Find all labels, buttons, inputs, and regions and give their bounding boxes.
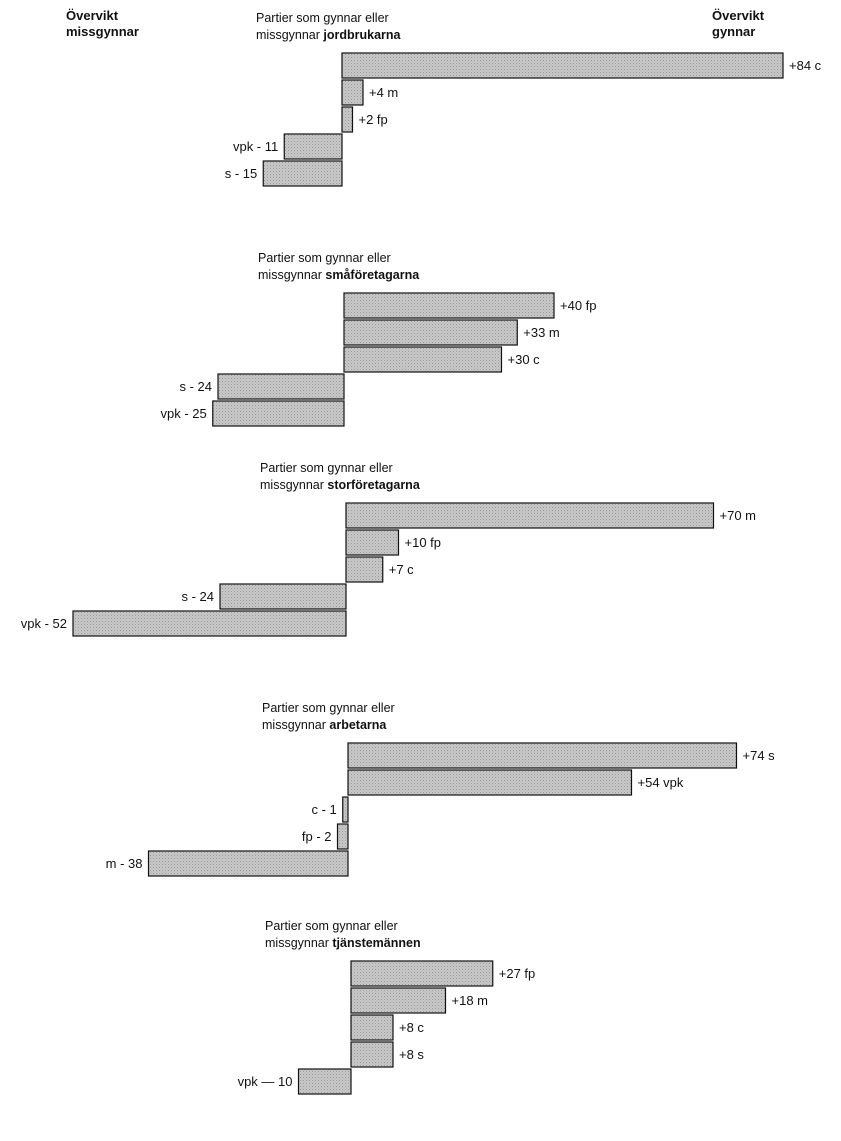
panel-title-line-1: Partier som gynnar eller: [256, 11, 389, 25]
right-heading-line-2: gynnar: [712, 24, 756, 39]
panel-arbetarna: Partier som gynnar eller missgynnar arbet…: [106, 701, 776, 877]
bar-label: s - 24: [181, 589, 214, 604]
panel-title-line-2: missgynnar småföretagarna: [258, 268, 420, 282]
bar-8-s: [350, 1041, 394, 1068]
panel-jordbrukarna: Partier som gynnar eller missgynnar jordb…: [225, 11, 822, 187]
bar-label: vpk - 52: [21, 616, 67, 631]
left-heading-line-1: Övervikt: [66, 8, 119, 23]
bar-label: +74 s: [743, 748, 776, 763]
bar-label: +2 fp: [359, 112, 388, 127]
panel-title-plain: missgynnar: [262, 718, 329, 732]
panel-title-bold: arbetarna: [329, 718, 387, 732]
bar-label: fp - 2: [302, 829, 332, 844]
bar-30-c: [343, 346, 503, 373]
bar-label: +33 m: [523, 325, 560, 340]
bar-s-24: [217, 373, 345, 400]
bar-label: s - 24: [179, 379, 212, 394]
bar-fp-2: [336, 823, 349, 850]
panel-title-line-1: Partier som gynnar eller: [260, 461, 393, 475]
panel-title-plain: missgynnar: [265, 936, 332, 950]
bar-54-vpk: [347, 769, 633, 796]
bar-label: s - 15: [225, 166, 258, 181]
panel-title-bold: jordbrukarna: [322, 28, 401, 42]
bar-33-m: [343, 319, 518, 346]
bar-m-38: [147, 850, 349, 877]
bar-label: +54 vpk: [638, 775, 684, 790]
bar-vpk-25: [212, 400, 345, 427]
bar-10-fp: [345, 529, 400, 556]
panel-storföretagarna: Partier som gynnar eller missgynnar storf…: [21, 461, 757, 637]
panel-tjänstemännen: Partier som gynnar eller missgynnar tjäns…: [238, 919, 536, 1095]
bar-label: +30 c: [508, 352, 541, 367]
left-axis-heading: Övervikt missgynnar: [66, 8, 139, 40]
panel-title-line-2: missgynnar arbetarna: [262, 718, 387, 732]
panel-title-bold: tjänstemännen: [332, 936, 420, 950]
panel-title-line-2: missgynnar storföretagarna: [260, 478, 421, 492]
bar-label: +4 m: [369, 85, 398, 100]
bar-18-m: [350, 987, 447, 1014]
bar-84-c: [341, 52, 784, 79]
bar-label: +10 fp: [405, 535, 442, 550]
bar-label: m - 38: [106, 856, 143, 871]
bar-label: +18 m: [452, 993, 489, 1008]
bar-label: vpk - 25: [161, 406, 207, 421]
bar-2-fp: [341, 106, 354, 133]
bar-label: +70 m: [720, 508, 757, 523]
panel-title-line-1: Partier som gynnar eller: [262, 701, 395, 715]
bar-40-fp: [343, 292, 555, 319]
bar-label: +7 c: [389, 562, 414, 577]
panel-title-line-2: missgynnar tjänstemännen: [265, 936, 421, 950]
bar-label: +84 c: [789, 58, 822, 73]
panel-title-line-2: missgynnar jordbrukarna: [256, 28, 402, 42]
right-axis-heading: Övervikt gynnar: [712, 8, 764, 40]
panel-title-bold: småföretagarna: [325, 268, 420, 282]
bar-27-fp: [350, 960, 494, 987]
panel-title-plain: missgynnar: [260, 478, 327, 492]
panel-småföretagarna: Partier som gynnar eller missgynnar småfö…: [161, 251, 597, 427]
right-heading-line-1: Övervikt: [712, 8, 765, 23]
bar-8-c: [350, 1014, 394, 1041]
bar-label: vpk - 11: [233, 139, 278, 154]
left-heading-line-2: missgynnar: [66, 24, 139, 39]
bar-4-m: [341, 79, 364, 106]
bar-vpk-11: [283, 133, 343, 160]
panel-title-plain: missgynnar: [256, 28, 323, 42]
bar-label: +40 fp: [560, 298, 597, 313]
bar-7-c: [345, 556, 384, 583]
panel-title-bold: storföretagarna: [327, 478, 420, 492]
bar-label: +27 fp: [499, 966, 536, 981]
bar-label: +8 c: [399, 1020, 424, 1035]
panel-title-line-1: Partier som gynnar eller: [258, 251, 391, 265]
panel-title-plain: missgynnar: [258, 268, 325, 282]
bar-c-1: [342, 796, 349, 823]
bar-s-24: [219, 583, 347, 610]
bar-label: +8 s: [399, 1047, 424, 1062]
bar-s-15: [262, 160, 343, 187]
bar-70-m: [345, 502, 715, 529]
bar-vpk-10: [297, 1068, 352, 1095]
panel-title-line-1: Partier som gynnar eller: [265, 919, 398, 933]
bar-label: c - 1: [311, 802, 336, 817]
bar-label: vpk — 10: [238, 1074, 293, 1089]
bar-74-s: [347, 742, 738, 769]
bar-vpk-52: [72, 610, 347, 637]
